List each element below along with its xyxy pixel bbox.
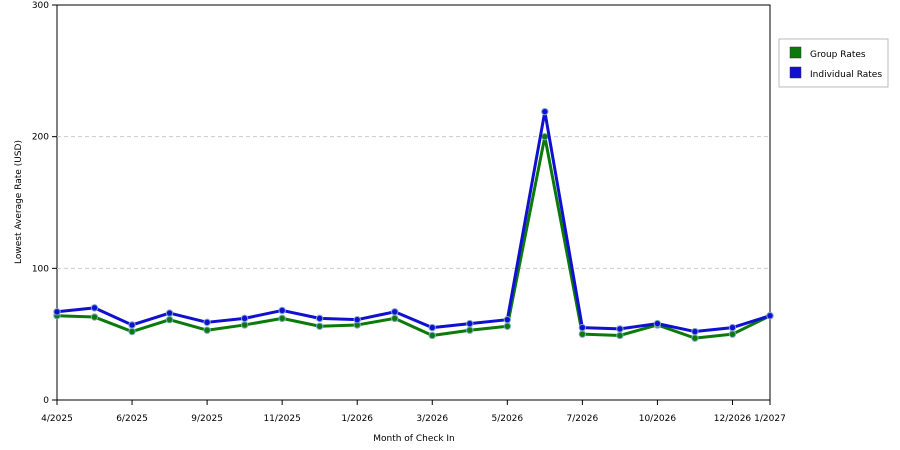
x-tick-label: 1/2027 <box>754 414 786 424</box>
data-point-individual-rates <box>90 304 99 312</box>
x-tick-label: 9/2025 <box>191 414 223 424</box>
data-point-individual-rates <box>391 308 399 316</box>
data-point-group-rates <box>616 331 624 340</box>
y-tick-label: 100 <box>32 264 49 274</box>
y-tick-label: 300 <box>32 1 49 11</box>
y-tick-label: 0 <box>43 396 49 406</box>
data-point-individual-rates <box>315 314 324 323</box>
data-point-individual-rates <box>691 327 699 336</box>
data-point-individual-rates <box>128 321 136 329</box>
x-tick-label: 3/2026 <box>416 414 448 424</box>
data-point-group-rates <box>315 322 324 330</box>
y-axis-title: Lowest Average Rate (USD) <box>14 140 24 264</box>
data-point-individual-rates <box>503 315 512 324</box>
x-tick-label: 1/2026 <box>341 414 373 424</box>
series-lines <box>53 107 774 342</box>
data-point-individual-rates <box>766 312 774 320</box>
data-point-individual-rates <box>278 306 286 315</box>
axes: 0 100 200 300 4/2025 6/2025 9/2025 11/2025 1/202… <box>32 1 786 424</box>
data-point-individual-rates <box>541 107 549 116</box>
data-point-group-rates <box>428 331 436 340</box>
data-point-group-rates <box>578 330 587 338</box>
data-point-individual-rates <box>53 308 61 316</box>
x-tick-label: 4/2025 <box>41 414 73 424</box>
data-point-individual-rates <box>353 315 361 324</box>
series-line-individual-rates <box>56 110 771 334</box>
data-point-group-rates <box>391 314 399 323</box>
data-point-group-rates <box>541 132 549 141</box>
x-axis-title: Month of Check In <box>373 434 455 444</box>
data-point-individual-rates <box>240 314 249 323</box>
data-point-group-rates <box>466 326 474 334</box>
data-point-individual-rates <box>728 323 737 332</box>
legend-swatch-individual-rates <box>789 66 802 79</box>
data-point-individual-rates <box>653 319 662 328</box>
data-point-individual-rates <box>578 323 587 332</box>
data-point-group-rates <box>503 322 512 330</box>
data-point-individual-rates <box>466 319 474 328</box>
series-line-group-rates <box>56 135 771 340</box>
legend-label-group-rates: Group Rates <box>810 50 866 60</box>
legend-swatch-group-rates <box>789 46 802 59</box>
data-point-group-rates <box>90 313 99 321</box>
data-point-group-rates <box>165 315 174 324</box>
x-tick-label: 10/2026 <box>639 414 677 424</box>
y-tick-label: 200 <box>32 133 49 143</box>
data-point-individual-rates <box>616 325 624 333</box>
data-point-individual-rates <box>203 318 211 327</box>
data-point-individual-rates <box>165 309 174 317</box>
data-point-group-rates <box>240 321 249 329</box>
plot-area <box>56 4 771 401</box>
x-tick-label: 7/2026 <box>567 414 599 424</box>
x-tick-label: 12/2026 <box>714 414 752 424</box>
data-point-group-rates <box>728 330 737 338</box>
x-tick-label: 11/2025 <box>263 414 300 424</box>
data-point-group-rates <box>128 327 136 336</box>
data-point-group-rates <box>203 326 211 334</box>
x-tick-label: 6/2025 <box>116 414 148 424</box>
data-point-individual-rates <box>428 323 436 332</box>
data-point-group-rates <box>278 314 286 323</box>
legend: Group Rates Individual Rates <box>778 38 889 88</box>
data-point-group-rates <box>691 334 699 342</box>
legend-label-individual-rates: Individual Rates <box>810 70 882 80</box>
x-tick-label: 5/2026 <box>491 414 523 424</box>
